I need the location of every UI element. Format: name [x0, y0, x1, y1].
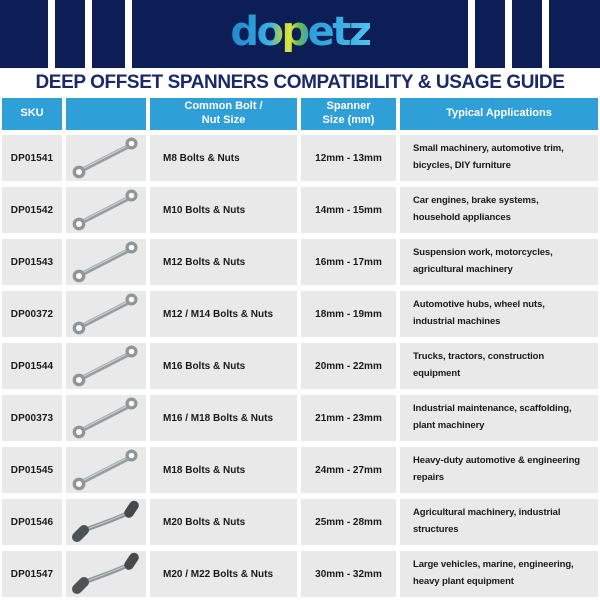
bolt-size-cell: M18 Bolts & Nuts: [150, 447, 297, 493]
straight-spanner-icon: [72, 293, 138, 335]
applications-cell: Large vehicles, marine, engineering, hea…: [400, 551, 598, 597]
stripe-decoration: [505, 0, 512, 68]
table-row: DP01541 M8 Bolts & Nuts 12mm - 13mm Smal…: [2, 135, 598, 181]
spanner-size-cell: 30mm - 32mm: [301, 551, 396, 597]
offset-spanner-icon: [72, 552, 139, 594]
spanner-image-cell: [66, 447, 146, 493]
spanner-size-cell: 21mm - 23mm: [301, 395, 396, 441]
spanner-size-cell: 16mm - 17mm: [301, 239, 396, 285]
spanner-size-cell: 12mm - 13mm: [301, 135, 396, 181]
compatibility-table: SKU Common Bolt / Nut Size Spanner Size …: [2, 98, 598, 597]
table-row: DP00372 M12 / M14 Bolts & Nuts 18mm - 19…: [2, 291, 598, 337]
sku-cell: DP00372: [2, 291, 62, 337]
straight-spanner-icon: [72, 397, 138, 439]
stripe-decoration: [468, 0, 475, 68]
bolt-size-cell: M20 / M22 Bolts & Nuts: [150, 551, 297, 597]
stripe-decoration: [85, 0, 92, 68]
sku-cell: DP01541: [2, 135, 62, 181]
table-row: DP01542 M10 Bolts & Nuts 14mm - 15mm Car…: [2, 187, 598, 233]
applications-cell: Trucks, tractors, construction equipment: [400, 343, 598, 389]
table-row: DP01543 M12 Bolts & Nuts 16mm - 17mm Sus…: [2, 239, 598, 285]
applications-cell: Small machinery, automotive trim, bicycl…: [400, 135, 598, 181]
offset-spanner-icon: [72, 500, 139, 542]
bolt-size-cell: M20 Bolts & Nuts: [150, 499, 297, 545]
applications-cell: Suspension work, motorcycles, agricultur…: [400, 239, 598, 285]
title-bar: DEEP OFFSET SPANNERS COMPATIBILITY & USA…: [0, 68, 600, 98]
table-row: DP01547 M20 / M22 Bolts & Nuts 30mm - 32…: [2, 551, 598, 597]
spanner-size-cell: 24mm - 27mm: [301, 447, 396, 493]
page-title: DEEP OFFSET SPANNERS COMPATIBILITY & USA…: [35, 72, 565, 93]
sku-cell: DP01546: [2, 499, 62, 545]
spanner-size-cell: 18mm - 19mm: [301, 291, 396, 337]
applications-cell: Automotive hubs, wheel nuts, industrial …: [400, 291, 598, 337]
applications-text: Car engines, brake systems, household ap…: [413, 195, 539, 223]
stripe-decoration: [125, 0, 132, 68]
header-bolt-size: Common Bolt / Nut Size: [150, 98, 297, 130]
applications-text: Industrial maintenance, scaffolding, pla…: [413, 403, 572, 431]
sku-cell: DP01544: [2, 343, 62, 389]
table-row: DP01545 M18 Bolts & Nuts 24mm - 27mm Hea…: [2, 447, 598, 493]
header-product-image: [66, 98, 146, 130]
applications-text: Large vehicles, marine, engineering, hea…: [413, 559, 574, 587]
applications-text: Agricultural machinery, industrial struc…: [413, 507, 561, 535]
applications-text: Automotive hubs, wheel nuts, industrial …: [413, 299, 545, 327]
sku-cell: DP01547: [2, 551, 62, 597]
spanner-size-cell: 25mm - 28mm: [301, 499, 396, 545]
header-applications: Typical Applications: [400, 98, 598, 130]
straight-spanner-icon: [72, 137, 138, 179]
straight-spanner-icon: [72, 189, 138, 231]
bolt-size-cell: M10 Bolts & Nuts: [150, 187, 297, 233]
table-row: DP01544 M16 Bolts & Nuts 20mm - 22mm Tru…: [2, 343, 598, 389]
stripe-decoration: [542, 0, 549, 68]
header-sku: SKU: [2, 98, 62, 130]
spanner-image-cell: [66, 343, 146, 389]
applications-cell: Industrial maintenance, scaffolding, pla…: [400, 395, 598, 441]
sku-cell: DP01545: [2, 447, 62, 493]
brand-logo-text: dopetz: [230, 9, 372, 55]
applications-cell: Heavy-duty automotive & engineering repa…: [400, 447, 598, 493]
bolt-size-cell: M12 / M14 Bolts & Nuts: [150, 291, 297, 337]
table-body: DP01541 M8 Bolts & Nuts 12mm - 13mm Smal…: [2, 135, 598, 597]
sku-cell: DP01543: [2, 239, 62, 285]
spanner-image-cell: [66, 187, 146, 233]
header-spanner-size: Spanner Size (mm): [301, 98, 396, 130]
sku-cell: DP00373: [2, 395, 62, 441]
straight-spanner-icon: [72, 345, 138, 387]
applications-text: Trucks, tractors, construction equipment: [413, 351, 545, 379]
spanner-image-cell: [66, 135, 146, 181]
brand-banner: dopetz: [0, 0, 600, 68]
bolt-size-cell: M16 Bolts & Nuts: [150, 343, 297, 389]
stripe-decoration: [48, 0, 55, 68]
sku-cell: DP01542: [2, 187, 62, 233]
spanner-image-cell: [66, 395, 146, 441]
applications-text: Small machinery, automotive trim, bicycl…: [413, 143, 564, 171]
bolt-size-cell: M12 Bolts & Nuts: [150, 239, 297, 285]
bolt-size-cell: M16 / M18 Bolts & Nuts: [150, 395, 297, 441]
bolt-size-cell: M8 Bolts & Nuts: [150, 135, 297, 181]
spanner-image-cell: [66, 551, 146, 597]
applications-cell: Agricultural machinery, industrial struc…: [400, 499, 598, 545]
table-row: DP01546 M20 Bolts & Nuts 25mm - 28mm Agr…: [2, 499, 598, 545]
straight-spanner-icon: [72, 449, 138, 491]
spanner-image-cell: [66, 499, 146, 545]
table-row: DP00373 M16 / M18 Bolts & Nuts 21mm - 23…: [2, 395, 598, 441]
applications-text: Suspension work, motorcycles, agricultur…: [413, 247, 553, 275]
applications-text: Heavy-duty automotive & engineering repa…: [413, 455, 581, 483]
table-header-row: SKU Common Bolt / Nut Size Spanner Size …: [2, 98, 598, 130]
spanner-size-cell: 20mm - 22mm: [301, 343, 396, 389]
spanner-image-cell: [66, 291, 146, 337]
spanner-size-cell: 14mm - 15mm: [301, 187, 396, 233]
brand-logo: dopetz: [0, 0, 600, 68]
applications-cell: Car engines, brake systems, household ap…: [400, 187, 598, 233]
straight-spanner-icon: [72, 241, 138, 283]
spanner-image-cell: [66, 239, 146, 285]
